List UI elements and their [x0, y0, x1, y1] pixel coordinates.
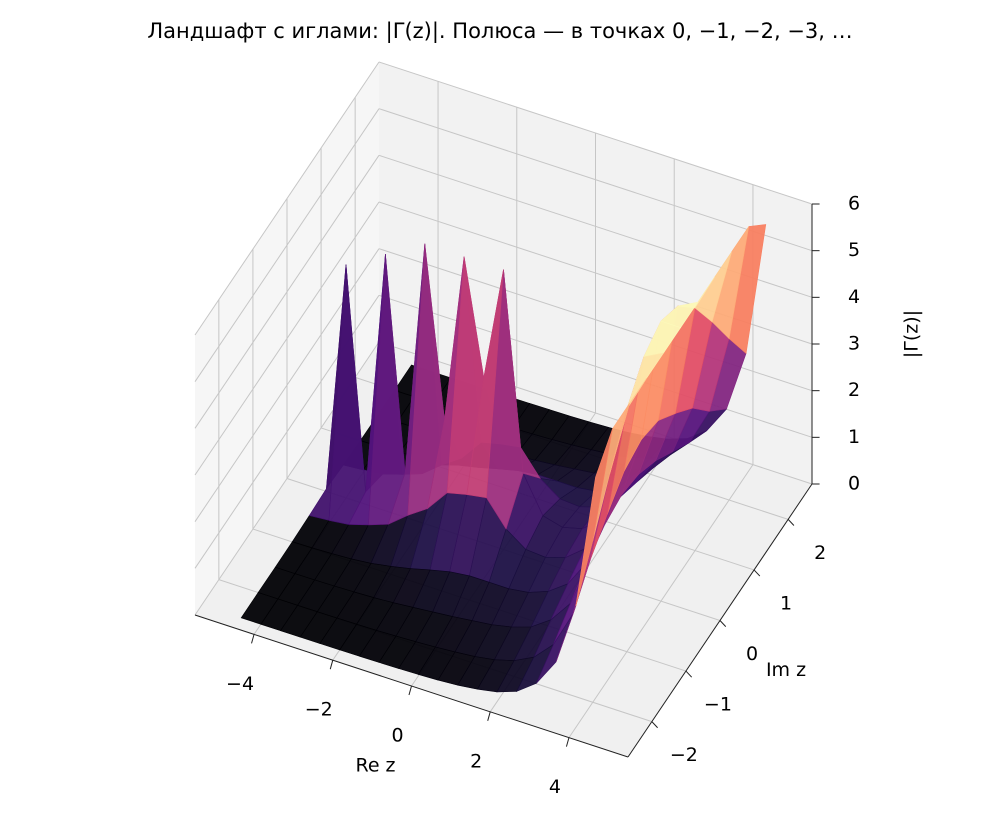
surface-patch — [466, 269, 504, 499]
tick-mark — [685, 670, 693, 678]
tick-mark — [651, 721, 658, 729]
z-axis-label: |Γ(z)| — [901, 310, 923, 358]
grid-line — [194, 61, 380, 336]
tick-label: 6 — [848, 193, 860, 215]
y-axis-label: Im z — [766, 659, 806, 681]
tick-mark — [565, 737, 570, 747]
tick-mark — [719, 620, 727, 627]
grid-line — [194, 155, 380, 429]
tick-label: 4 — [848, 286, 860, 308]
tick-mark — [487, 711, 491, 721]
tick-label: 0 — [746, 643, 758, 665]
tick-label: 3 — [848, 333, 860, 355]
axes: −4 −2 0 2 4 −2 −1 0 1 2 0 1 2 3 4 5 6 Re z Im z |Γ(z)| — [194, 193, 923, 798]
grid-line — [378, 108, 813, 252]
tick-label: 2 — [470, 750, 482, 772]
grid-line — [194, 201, 380, 476]
tick-label: −4 — [226, 673, 254, 695]
tick-mark — [787, 519, 795, 526]
tick-label: 4 — [549, 776, 561, 798]
tick-label: −1 — [704, 694, 732, 716]
grid-line — [378, 294, 813, 438]
tick-label: 1 — [848, 426, 860, 448]
tick-mark — [753, 569, 761, 577]
tick-mark — [329, 660, 334, 670]
grid-line — [194, 108, 380, 382]
grid-line — [378, 61, 813, 205]
tick-label: 2 — [814, 542, 826, 564]
tick-mark — [408, 685, 412, 696]
surface-patch — [575, 428, 613, 607]
tick-label: 5 — [848, 239, 860, 261]
tick-label: 2 — [848, 379, 860, 401]
surface — [240, 224, 767, 693]
tick-mark — [251, 634, 255, 644]
tick-label: −2 — [305, 699, 333, 721]
tick-label: 0 — [391, 725, 403, 747]
tick-label: −2 — [670, 744, 698, 766]
chart-title: Ландшафт с иглами: |Γ(z)|. Полюса — в то… — [147, 19, 852, 44]
tick-label: 1 — [780, 592, 792, 614]
x-axis-label: Re z — [355, 755, 395, 777]
tick-label: 0 — [848, 473, 860, 495]
